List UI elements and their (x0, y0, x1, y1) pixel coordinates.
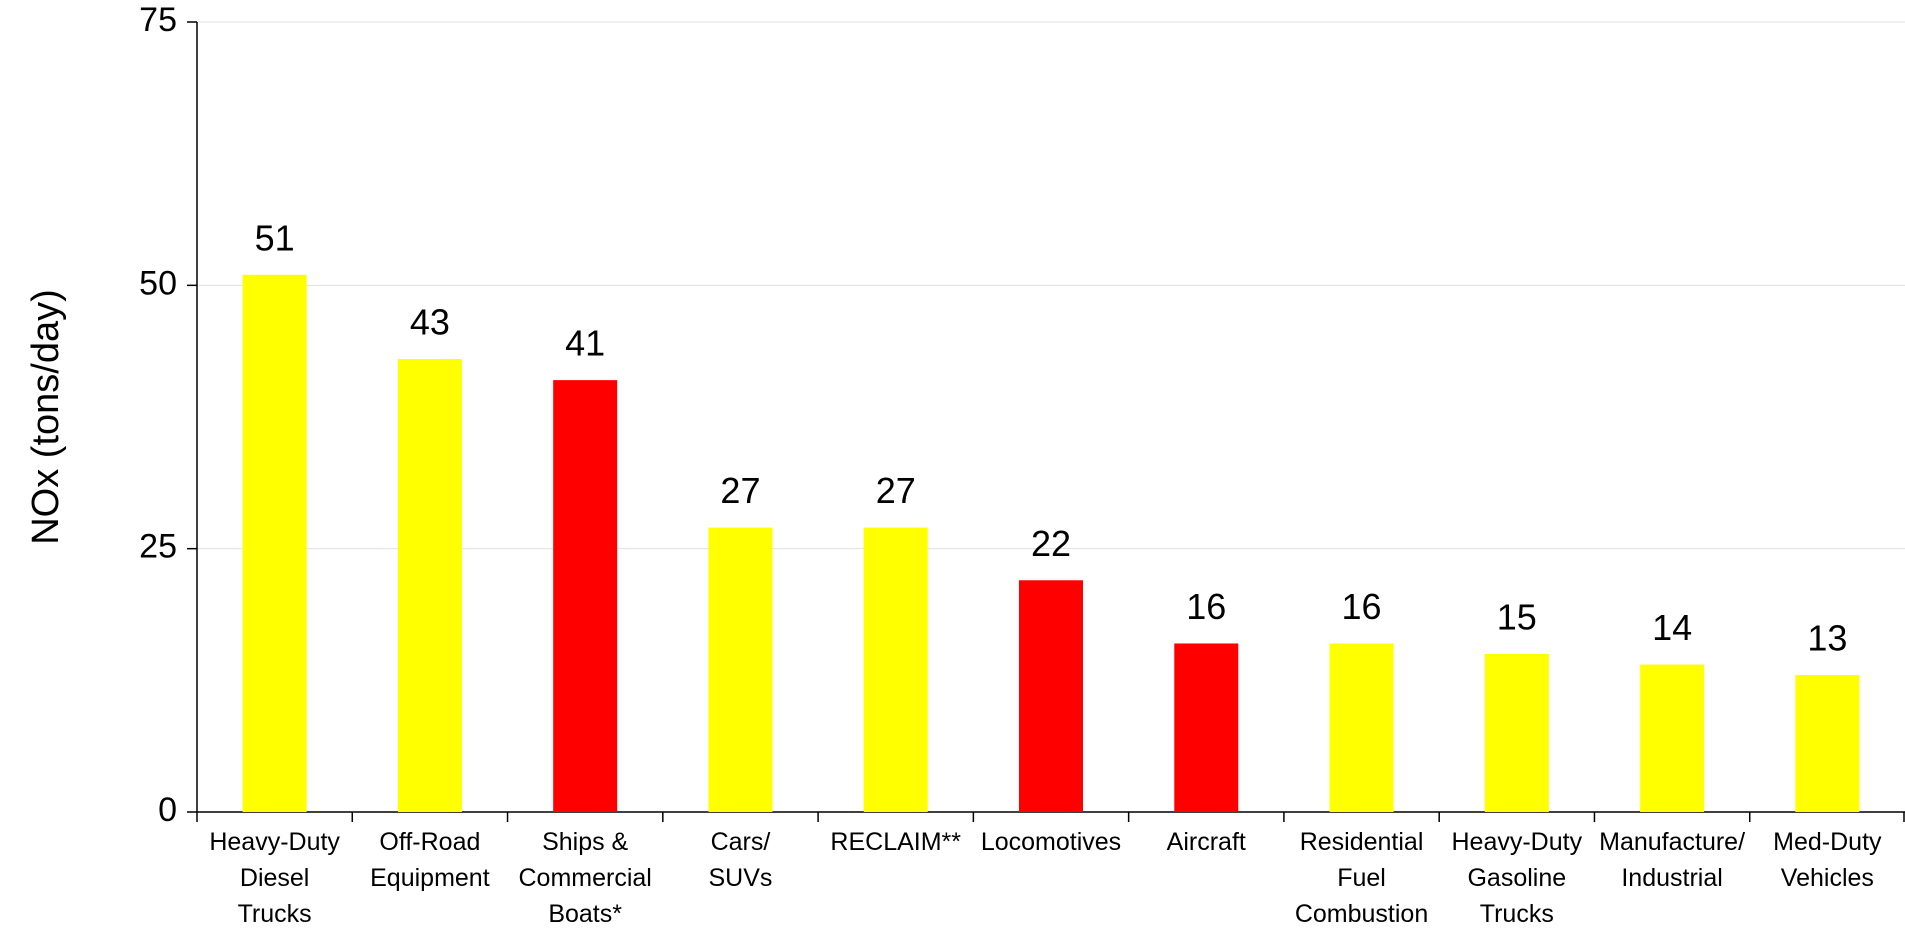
bar (1174, 643, 1238, 812)
y-tick-label: 50 (139, 264, 177, 302)
value-label: 43 (410, 302, 450, 343)
x-tick-label: Manufacture/ Industrial (1588, 824, 1755, 896)
x-tick-label: Heavy-Duty Gasoline Trucks (1433, 824, 1600, 932)
bar (1330, 643, 1394, 812)
value-label: 14 (1652, 607, 1692, 648)
value-label: 22 (1031, 523, 1071, 564)
bar (553, 380, 617, 812)
bar (1640, 665, 1704, 812)
bar (1485, 654, 1549, 812)
bar (398, 359, 462, 812)
value-label: 51 (255, 217, 295, 258)
value-label: 16 (1342, 586, 1382, 627)
x-tick-label: Ships & Commercial Boats* (502, 824, 669, 932)
y-tick-label: 75 (139, 1, 177, 39)
bar (708, 528, 772, 812)
x-tick-label: Locomotives (967, 824, 1134, 860)
bar (1795, 675, 1859, 812)
page: NOx (tons/day) 0 25 50 75 51 43 41 27 27 22 16 16 15… (0, 0, 1905, 940)
value-label: 15 (1497, 597, 1537, 638)
x-tick-label: Cars/ SUVs (657, 824, 824, 896)
bar (1019, 580, 1083, 812)
y-tick-label: 0 (158, 791, 177, 829)
value-label: 16 (1186, 586, 1226, 627)
value-label: 41 (565, 323, 605, 364)
value-label: 27 (720, 470, 760, 511)
x-tick-label: Off-Road Equipment (346, 824, 513, 896)
x-tick-label: Aircraft (1123, 824, 1290, 860)
y-axis-title: NOx (tons/day) (25, 289, 67, 545)
x-tick-label: Residential Fuel Combustion (1278, 824, 1445, 932)
bar (243, 275, 307, 812)
chart: NOx (tons/day) 0 25 50 75 51 43 41 27 27 22 16 16 15… (0, 0, 1905, 940)
x-tick-label: Heavy-Duty Diesel Trucks (191, 824, 358, 932)
value-label: 27 (876, 470, 916, 511)
bar (864, 528, 928, 812)
y-tick-label: 25 (139, 528, 177, 566)
x-tick-label: Med-Duty Vehicles (1744, 824, 1905, 896)
value-label: 13 (1807, 618, 1847, 659)
x-tick-label: RECLAIM** (812, 824, 979, 860)
